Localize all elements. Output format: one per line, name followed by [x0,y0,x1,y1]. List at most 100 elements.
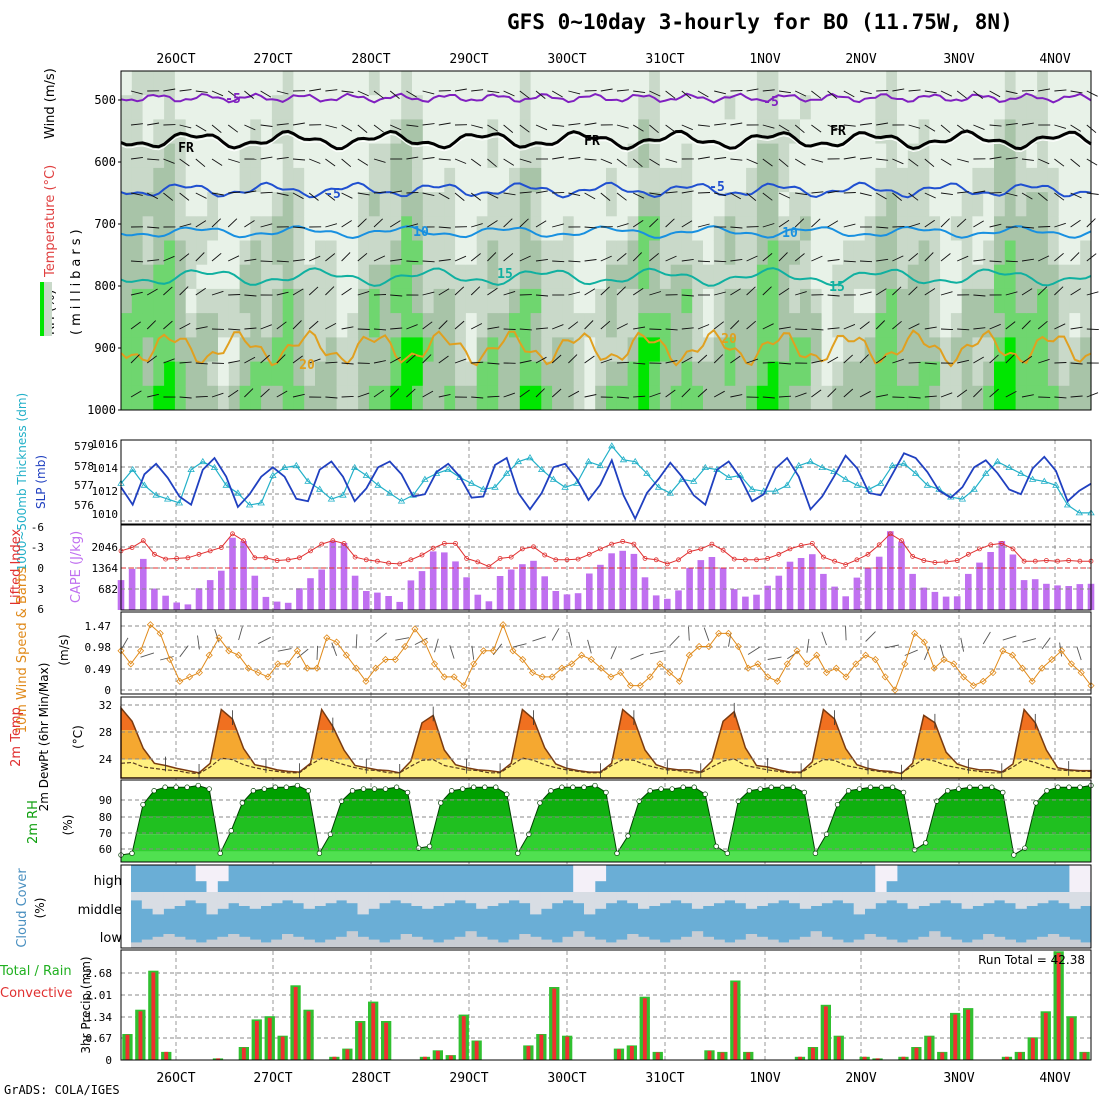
contour-label: 10 [413,225,429,240]
cloud-cell-low [896,942,909,948]
wind-barb [940,192,953,196]
wind-barb [1038,158,1050,165]
rh-cell [897,361,909,387]
lifted-index-point [207,548,213,554]
rh-cell [541,95,553,120]
thickness-point [269,471,277,478]
lifted-index-point [921,558,927,563]
contour-label: 20 [299,358,315,373]
cape-bar [931,591,939,610]
wind-barb [487,326,500,330]
wind-barb [665,124,676,133]
wind-barb [341,90,354,93]
wind-barb [1070,395,1083,398]
wind-barb [697,124,710,127]
rh2m-point [360,786,367,792]
rh-cell [412,119,424,145]
rh-cell [681,264,693,290]
lifted-index-point [698,546,704,552]
rh-cell [509,119,521,145]
cape-bar [530,560,537,610]
cloud-cell-low [379,942,391,948]
rh-cell [433,143,445,169]
thickness-point [222,481,230,488]
rh-cell [735,192,747,217]
rh2m-point [449,788,455,794]
wind-barb [697,223,710,228]
rh-cell [271,313,284,338]
wind-barb [357,218,367,228]
wind10m-barb [197,635,200,650]
wind-barb [454,286,465,296]
rh-cell [810,192,823,217]
cape-bar [786,561,794,610]
rh2m-point [603,789,609,796]
wind-barb [957,255,969,262]
rh-cell [649,167,661,193]
wind-barb [357,158,369,166]
rh-cell [800,288,812,314]
wind-barb [730,258,743,262]
rh-cell [1069,385,1081,411]
rh-cell [886,313,898,338]
wind-barb [438,288,450,296]
rh-cell [573,143,586,169]
rh-cell [218,313,230,338]
cape-bar [742,596,749,610]
wind-barb [454,320,465,330]
rh-cell [573,337,586,363]
rh-cell [562,216,575,241]
contour-label: 10 [782,226,798,241]
wind-barb [130,390,142,398]
wind-barb [827,90,838,99]
rh-cell [756,240,769,266]
wind10m-barb [904,649,918,656]
rh-cell [401,71,413,96]
rh-cell [724,288,736,314]
wind-barb [341,395,354,398]
date-axis-labels: 26OCT26OCT27OCT27OCT28OCT28OCT29OCT29OCT… [156,52,1070,1086]
rh-cell [282,143,295,169]
rh-cell [476,361,489,387]
wind-barb [892,286,902,296]
rh-cell [347,216,359,241]
cloud-level-label: low [100,931,123,946]
wind-barb [1005,321,1016,330]
wind10m-barb [512,643,527,648]
rh-cell [810,240,823,266]
wind-barb [130,291,143,296]
rh-cell [950,361,963,387]
wind-barb [454,88,467,92]
wind-barb [406,260,419,263]
lifted-index-point [486,564,492,569]
cloud-cell-middle [993,892,1006,901]
wind-barb [811,191,824,194]
cloud-cell-low [174,936,186,948]
rh-cell [218,264,230,290]
rh-cell [864,313,877,338]
rh-cell [972,313,984,338]
rh-cell [1069,337,1081,363]
rh-cell [325,119,338,145]
rh-cell [756,71,769,96]
rh-cell [735,337,747,363]
wind-barb [503,253,514,262]
precip-conv-bar [526,1046,531,1060]
rh-cell [897,385,909,411]
rh-cell [530,385,542,411]
rh-cell [616,71,629,96]
thickness-point [456,473,464,480]
wind-barb [714,260,727,263]
isotherm-20 [120,328,1092,368]
rh-cell [562,361,575,387]
rh-cell [239,192,251,217]
thickness-point [152,491,160,498]
thickness-point [491,483,499,490]
thickness-point [584,457,593,465]
rh-cell [315,192,327,217]
rh-cell [153,216,165,241]
lifted-index-point [430,545,436,551]
rh-cell [562,264,575,290]
lifted-index-point [475,559,481,565]
rh-cell [735,385,747,411]
